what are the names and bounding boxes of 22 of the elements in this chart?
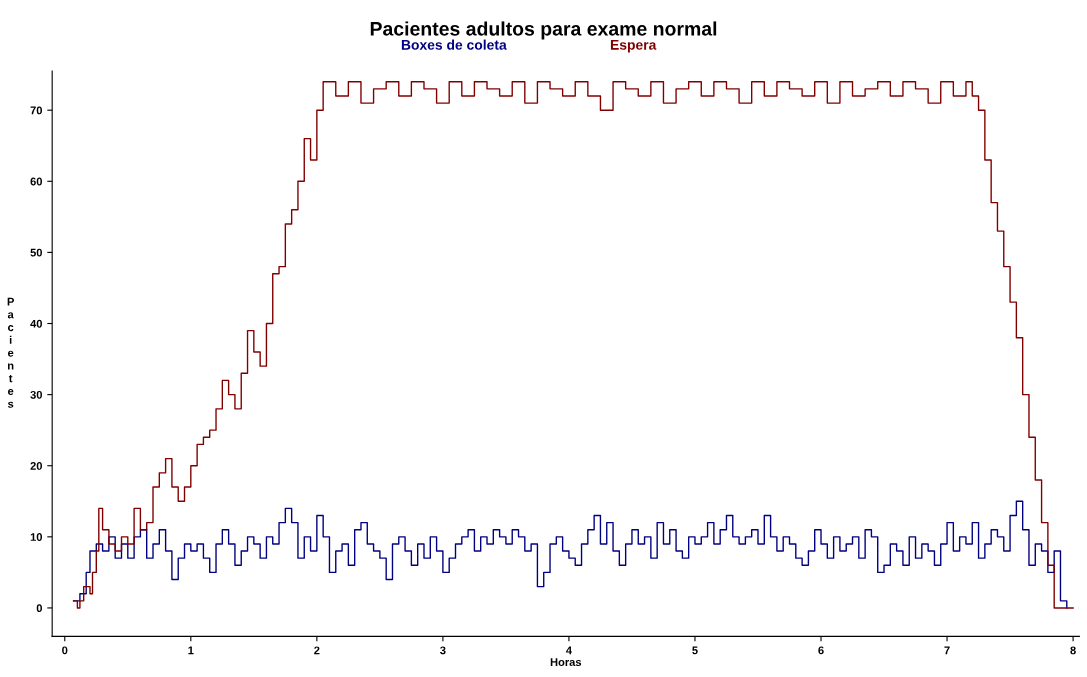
y-tick-label: 60 <box>30 177 42 186</box>
x-tick-label: 2 <box>314 646 320 655</box>
text: Boxes de coleta <box>401 39 507 50</box>
chart-title: Pacientes adultos para exame normal <box>370 21 717 40</box>
x-tick-label: 8 <box>1070 646 1076 655</box>
y-tick-label: 50 <box>30 248 42 257</box>
x-tick-label: 3 <box>440 646 446 655</box>
x-tick-label: 0 <box>62 646 68 655</box>
x-tick-label: 6 <box>818 646 824 655</box>
y-tick-label: 40 <box>30 319 42 328</box>
x-tick-label: 7 <box>944 646 950 655</box>
text: Espera <box>610 40 657 53</box>
y-tick-label: 20 <box>30 461 42 470</box>
text: Pacientes <box>7 297 14 408</box>
y-tick-label: 0 <box>36 604 42 613</box>
x-tick-label: 1 <box>188 646 194 655</box>
y-tick-label: 10 <box>30 533 42 541</box>
x-tick-label: 4 <box>566 646 572 655</box>
x-tick-label: 5 <box>692 646 698 655</box>
x-axis-title: Horas <box>550 658 582 667</box>
y-tick-label: 30 <box>30 390 42 399</box>
y-tick-label: 70 <box>30 106 42 115</box>
